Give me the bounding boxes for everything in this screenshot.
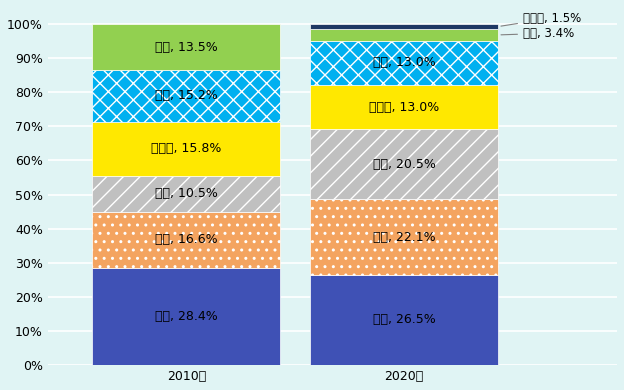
Bar: [92, 122, 280, 176]
Text: 韓国, 13.0%: 韓国, 13.0%: [373, 57, 436, 69]
Bar: [92, 212, 280, 268]
Text: 韓国, 15.2%: 韓国, 15.2%: [155, 89, 218, 103]
Bar: [92, 70, 280, 122]
Bar: [310, 85, 498, 129]
Bar: [310, 24, 498, 29]
Text: 日本, 16.6%: 日本, 16.6%: [155, 234, 218, 246]
Text: ロシア, 13.0%: ロシア, 13.0%: [369, 101, 439, 114]
Text: 中国, 10.5%: 中国, 10.5%: [155, 187, 218, 200]
Bar: [310, 275, 498, 365]
Bar: [310, 129, 498, 199]
Text: 中国, 20.5%: 中国, 20.5%: [373, 158, 436, 171]
Text: 欧州, 28.4%: 欧州, 28.4%: [155, 310, 218, 323]
Bar: [92, 24, 280, 70]
Bar: [310, 199, 498, 275]
Text: 米国, 13.5%: 米国, 13.5%: [155, 41, 218, 53]
Bar: [310, 29, 498, 41]
Bar: [310, 41, 498, 85]
Text: 日本, 22.1%: 日本, 22.1%: [373, 230, 436, 244]
Bar: [92, 268, 280, 365]
Text: ロシア, 15.8%: ロシア, 15.8%: [151, 142, 222, 155]
Text: 欧州, 26.5%: 欧州, 26.5%: [373, 314, 436, 326]
Text: 米国, 3.4%: 米国, 3.4%: [501, 27, 574, 40]
Bar: [92, 176, 280, 212]
Text: その他, 1.5%: その他, 1.5%: [501, 12, 581, 26]
